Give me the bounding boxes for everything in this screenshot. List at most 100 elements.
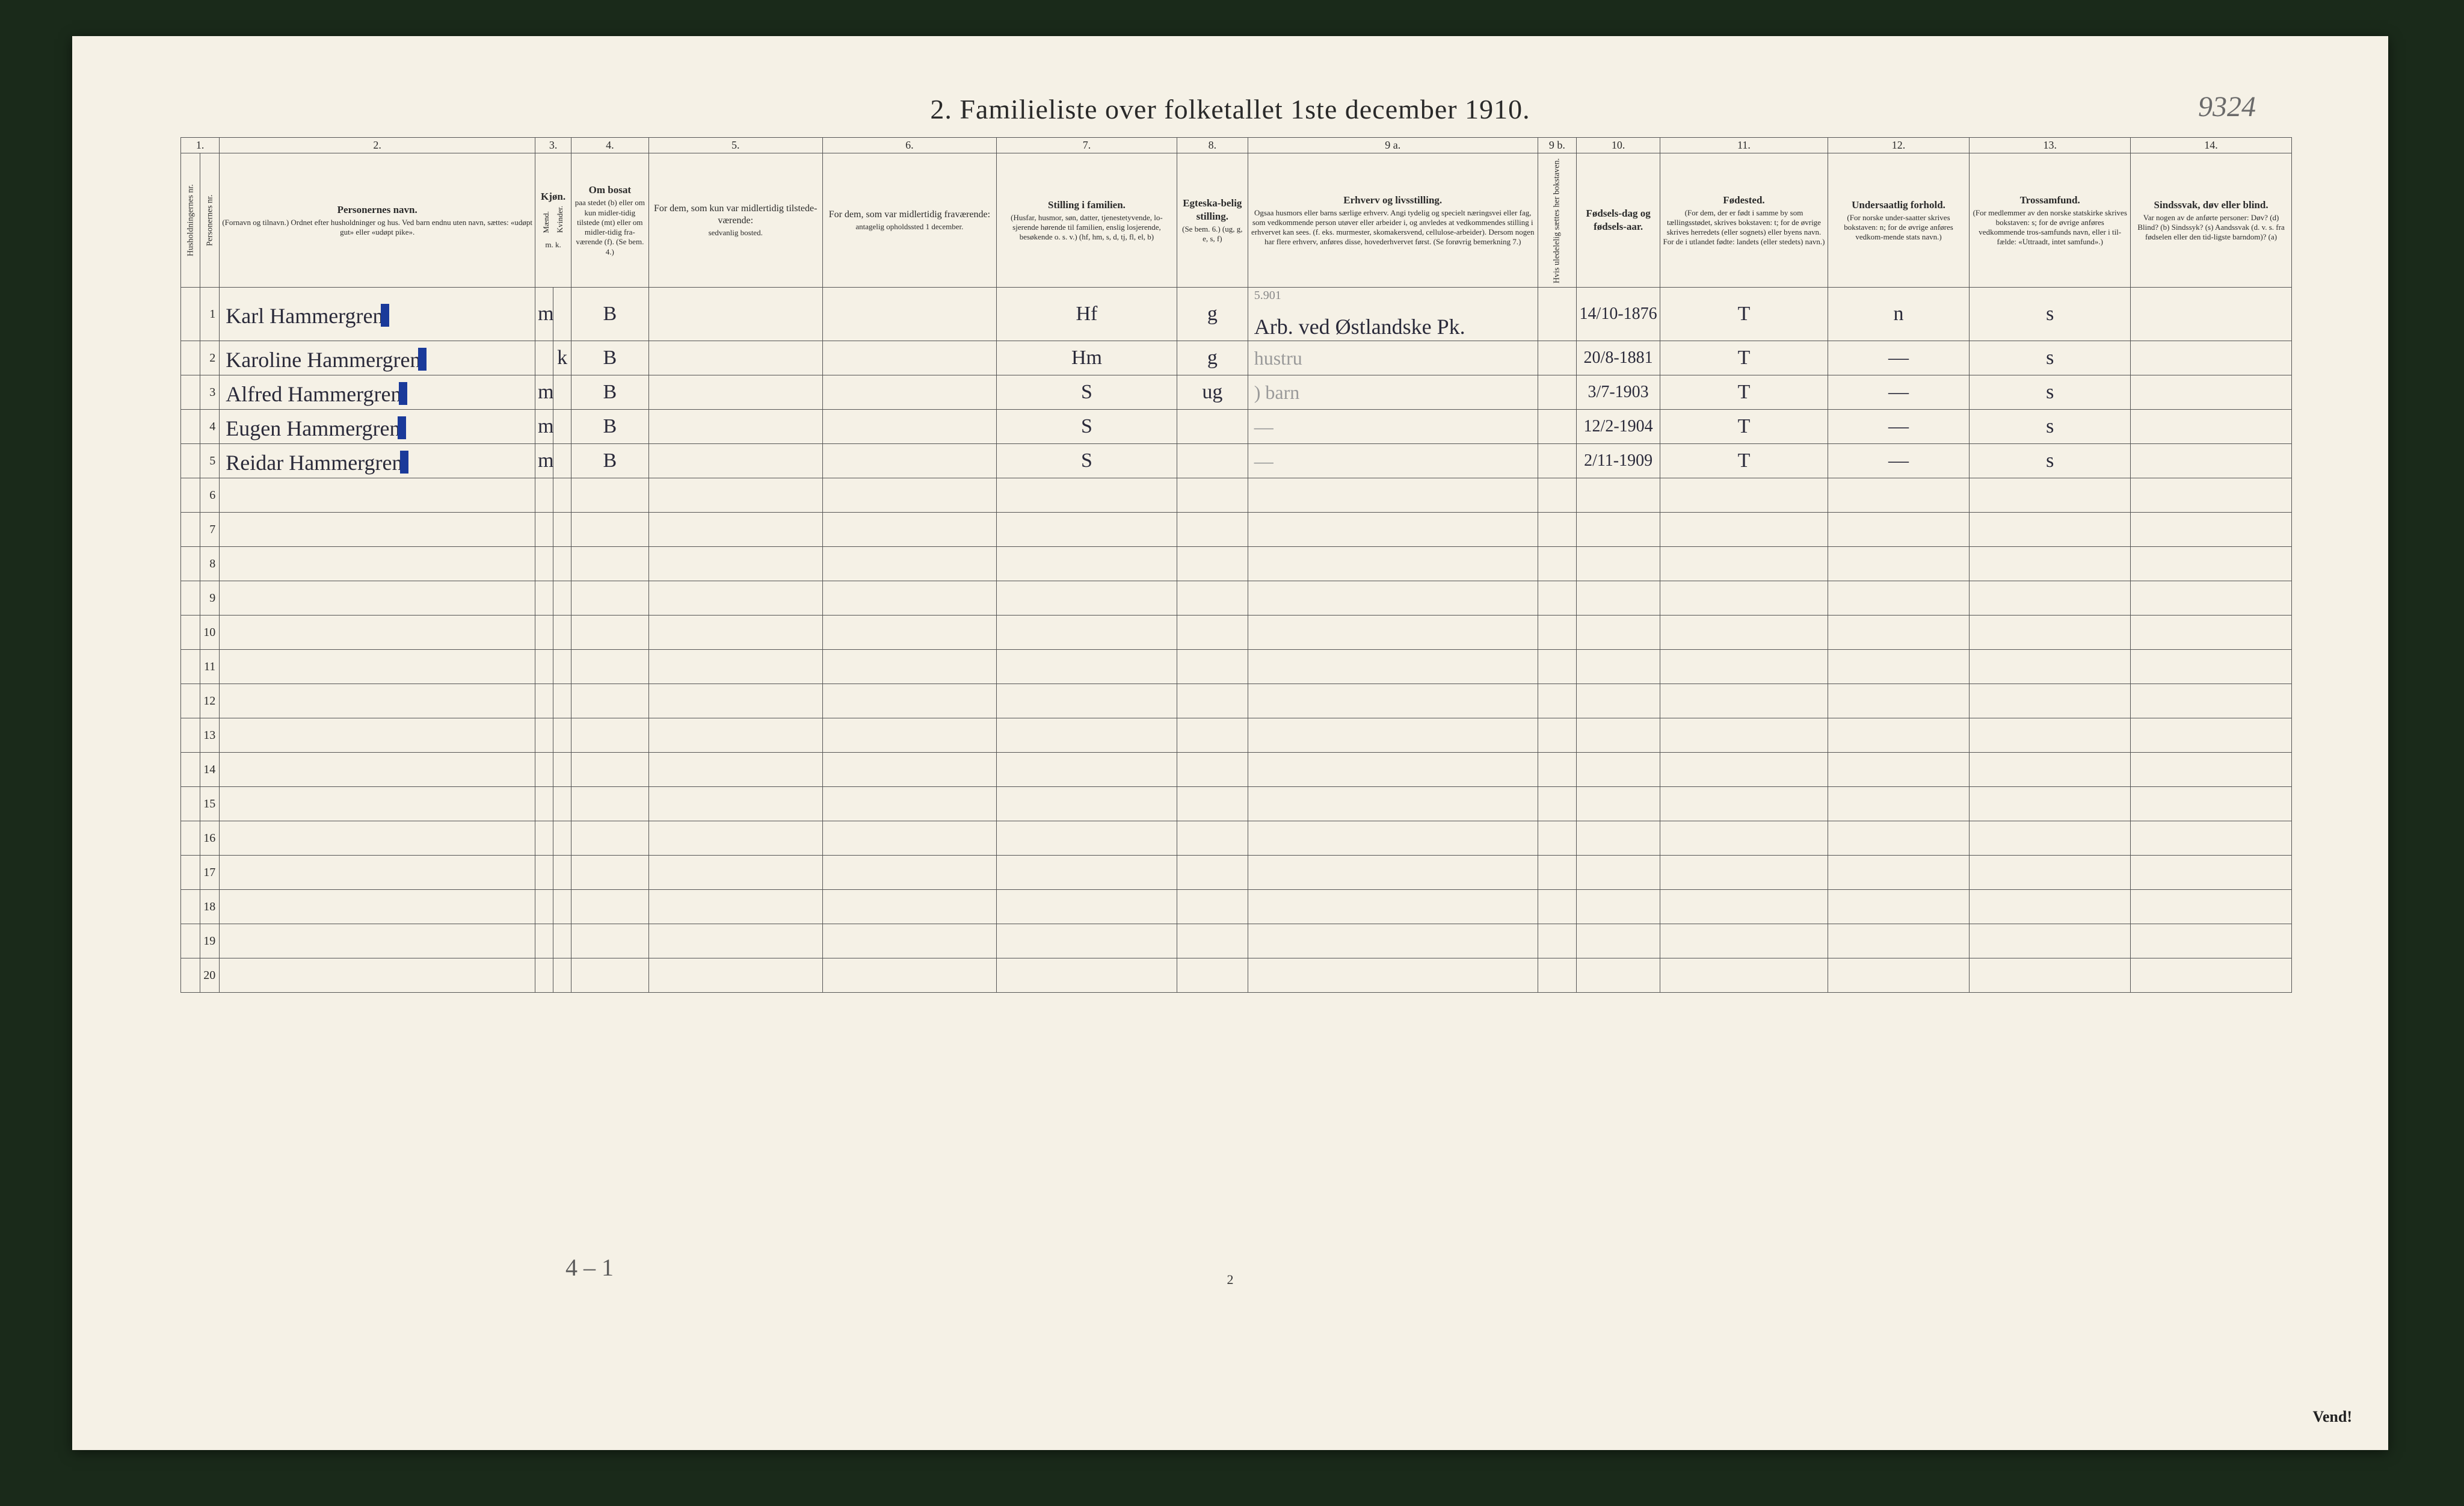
empty-cell bbox=[1177, 821, 1248, 856]
person-nr-cell: 19 bbox=[200, 924, 220, 958]
empty-cell bbox=[1970, 547, 2131, 581]
column-number-row: 1. 2. 3. 4. 5. 6. 7. 8. 9 a. 9 b. 10. 11… bbox=[181, 138, 2292, 153]
column-header-row: Husholdningernes nr. Personernes nr. Per… bbox=[181, 153, 2292, 288]
colnum-2: 2. bbox=[220, 138, 535, 153]
empty-cell bbox=[997, 547, 1177, 581]
erhverv-cell: — bbox=[1248, 410, 1538, 444]
col9b-cell bbox=[1538, 444, 1576, 478]
empty-cell bbox=[220, 650, 535, 684]
empty-cell bbox=[2131, 581, 2292, 616]
col9b-cell bbox=[1538, 410, 1576, 444]
table-row: 15 bbox=[181, 787, 2292, 821]
empty-cell bbox=[1177, 547, 1248, 581]
fdato-cell: 2/11-1909 bbox=[1576, 444, 1660, 478]
household-cell bbox=[181, 547, 200, 581]
sinds-cell bbox=[2131, 444, 2292, 478]
empty-cell bbox=[648, 513, 822, 547]
empty-cell bbox=[220, 547, 535, 581]
empty-cell bbox=[1248, 924, 1538, 958]
empty-cell bbox=[1538, 581, 1576, 616]
frav-cell bbox=[822, 410, 996, 444]
empty-cell bbox=[648, 924, 822, 958]
empty-cell bbox=[1828, 821, 1970, 856]
empty-cell bbox=[1828, 547, 1970, 581]
empty-cell bbox=[1177, 513, 1248, 547]
empty-cell bbox=[1970, 581, 2131, 616]
household-cell bbox=[181, 444, 200, 478]
hdr-sex-k: Kvinder. bbox=[555, 206, 565, 233]
hdr-stilling-title: Stilling i familien. bbox=[1048, 199, 1126, 211]
person-nr-cell: 17 bbox=[200, 856, 220, 890]
empty-cell bbox=[1576, 787, 1660, 821]
household-cell bbox=[181, 684, 200, 718]
empty-cell bbox=[535, 650, 553, 684]
empty-cell bbox=[1576, 684, 1660, 718]
empty-cell bbox=[1660, 616, 1828, 650]
hdr-fdato-title: Fødsels-dag og fødsels-aar. bbox=[1586, 208, 1650, 232]
hdr-stilling-sub: (Husfar, husmor, søn, datter, tjenestety… bbox=[999, 213, 1174, 242]
hdr-fsted-sub: (For dem, der er født i samme by som tæl… bbox=[1663, 208, 1825, 247]
colnum-11: 11. bbox=[1660, 138, 1828, 153]
empty-cell bbox=[648, 547, 822, 581]
empty-cell bbox=[535, 753, 553, 787]
table-row: 16 bbox=[181, 821, 2292, 856]
hdr-egteskab: Egteska-belig stilling. (Se bem. 6.) (ug… bbox=[1177, 153, 1248, 288]
empty-cell bbox=[997, 616, 1177, 650]
empty-cell bbox=[1248, 718, 1538, 753]
midl-cell bbox=[648, 444, 822, 478]
blue-mark-icon bbox=[399, 382, 407, 405]
empty-cell bbox=[1538, 684, 1576, 718]
hdr-sex-title: Kjøn. bbox=[541, 191, 565, 202]
empty-cell bbox=[2131, 650, 2292, 684]
empty-cell bbox=[822, 650, 996, 684]
empty-cell bbox=[1538, 478, 1576, 513]
name-cell: Karoline Hammergren bbox=[220, 341, 535, 375]
fdato-cell: 12/2-1904 bbox=[1576, 410, 1660, 444]
empty-cell bbox=[822, 924, 996, 958]
empty-cell bbox=[571, 924, 649, 958]
name-cell: Eugen Hammergren bbox=[220, 410, 535, 444]
empty-cell bbox=[1828, 684, 1970, 718]
empty-cell bbox=[1970, 787, 2131, 821]
empty-cell bbox=[997, 718, 1177, 753]
top-right-annotation: 9324 bbox=[2198, 90, 2256, 123]
colnum-1: 1. bbox=[181, 138, 220, 153]
empty-cell bbox=[220, 890, 535, 924]
form-title: 2. Familieliste over folketallet 1ste de… bbox=[72, 93, 2388, 125]
census-table-wrap: 1. 2. 3. 4. 5. 6. 7. 8. 9 a. 9 b. 10. 11… bbox=[180, 137, 2292, 993]
empty-cell bbox=[822, 821, 996, 856]
empty-cell bbox=[1248, 890, 1538, 924]
fdato-cell: 20/8-1881 bbox=[1576, 341, 1660, 375]
empty-cell bbox=[1660, 650, 1828, 684]
stilling-cell: S bbox=[997, 410, 1177, 444]
egte-cell: ug bbox=[1177, 375, 1248, 410]
empty-cell bbox=[1970, 513, 2131, 547]
empty-cell bbox=[1828, 890, 1970, 924]
empty-cell bbox=[1828, 718, 1970, 753]
erhverv-cell: — bbox=[1248, 444, 1538, 478]
empty-cell bbox=[1538, 787, 1576, 821]
table-row: 2Karoline HammergrenkBHmghustru20/8-1881… bbox=[181, 341, 2292, 375]
empty-cell bbox=[571, 616, 649, 650]
sex-m-cell: m bbox=[535, 375, 553, 410]
table-row: 20 bbox=[181, 958, 2292, 993]
sex-m-cell: m bbox=[535, 288, 553, 341]
frav-cell bbox=[822, 288, 996, 341]
empty-cell bbox=[997, 856, 1177, 890]
hdr-fodested: Fødested. (For dem, der er født i samme … bbox=[1660, 153, 1828, 288]
bosat-cell: B bbox=[571, 341, 649, 375]
empty-cell bbox=[822, 684, 996, 718]
empty-cell bbox=[1177, 616, 1248, 650]
empty-cell bbox=[1970, 478, 2131, 513]
household-cell bbox=[181, 341, 200, 375]
empty-cell bbox=[997, 581, 1177, 616]
frav-cell bbox=[822, 375, 996, 410]
colnum-8: 8. bbox=[1177, 138, 1248, 153]
empty-cell bbox=[1177, 856, 1248, 890]
fdato-cell: 14/10-1876 bbox=[1576, 288, 1660, 341]
empty-cell bbox=[553, 924, 571, 958]
empty-cell bbox=[535, 513, 553, 547]
person-nr-cell: 16 bbox=[200, 821, 220, 856]
tros-cell: s bbox=[1970, 375, 2131, 410]
empty-cell bbox=[1576, 753, 1660, 787]
